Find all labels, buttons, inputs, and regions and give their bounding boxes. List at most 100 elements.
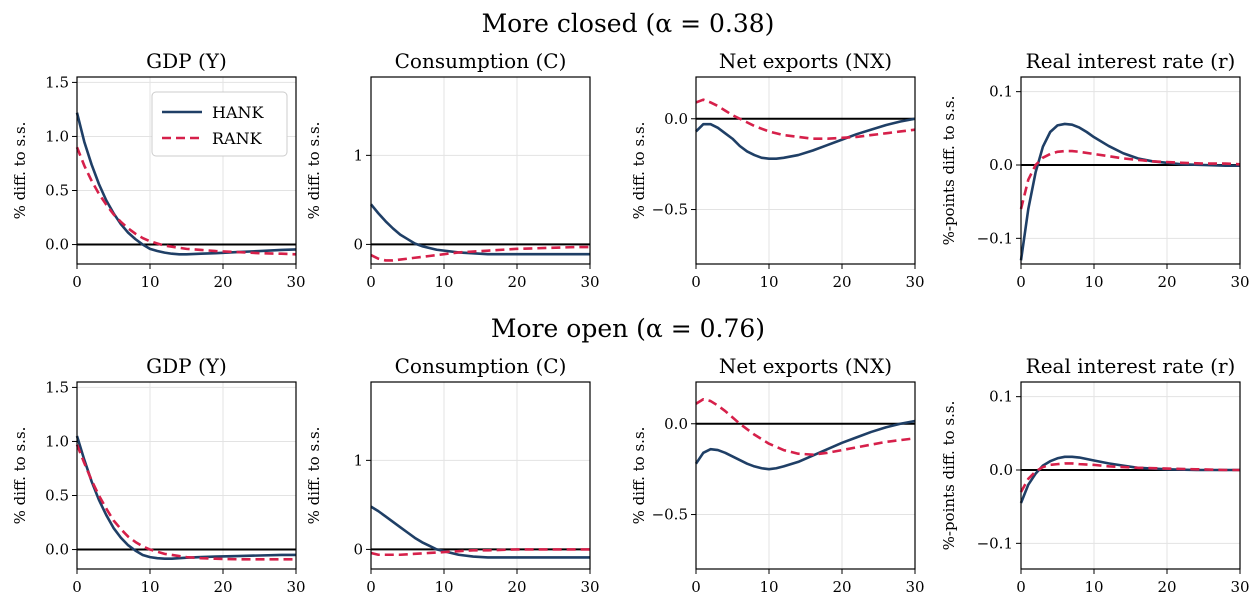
axes-frame — [695, 381, 916, 570]
x-tick-label: 0 — [691, 273, 701, 291]
x-tick-label: 20 — [1157, 273, 1176, 291]
x-tick-label: 10 — [1084, 578, 1103, 596]
y-tick-label: 1.5 — [45, 73, 69, 91]
panel-title: Consumption (C) — [395, 354, 567, 378]
axes-frame — [1020, 76, 1241, 265]
axes-frame — [370, 76, 591, 265]
x-tick-label: 0 — [366, 273, 376, 291]
x-tick-label: 0 — [72, 578, 82, 596]
legend: HANK RANK — [151, 91, 288, 157]
y-tick-label: −0.1 — [977, 534, 1013, 552]
series-line-hank — [694, 419, 916, 471]
axes-frame — [76, 76, 297, 265]
y-tick-label: 0.0 — [45, 541, 69, 559]
axes-frame — [1020, 381, 1241, 570]
x-tick-label: 10 — [140, 578, 159, 596]
legend-label-rank: RANK — [212, 129, 263, 148]
y-tick-label: 1.0 — [45, 432, 69, 450]
y-axis-label: %-points diff. to s.s. — [940, 401, 958, 551]
y-tick-label: 0.1 — [989, 83, 1013, 101]
y-axis-label: % diff. to s.s. — [305, 122, 323, 220]
x-tick-label: 10 — [434, 578, 453, 596]
x-tick-label: 20 — [832, 273, 851, 291]
series-line-hank — [370, 505, 590, 559]
y-tick-label: −0.1 — [977, 229, 1013, 247]
y-axis-label: % diff. to s.s. — [11, 427, 29, 525]
x-tick-label: 20 — [507, 273, 526, 291]
y-tick-label: −0.5 — [652, 506, 688, 524]
y-tick-label: 1 — [353, 451, 363, 469]
y-tick-label: 1 — [353, 146, 363, 164]
x-tick-label: 30 — [1230, 578, 1249, 596]
axes-frame — [695, 76, 916, 265]
x-tick-label: 20 — [1157, 578, 1176, 596]
panel-title: Net exports (NX) — [719, 354, 892, 378]
axes-frame — [370, 381, 591, 570]
panel-title: Net exports (NX) — [719, 49, 892, 73]
series-line-rank — [75, 146, 297, 256]
y-axis-label: %-points diff. to s.s. — [940, 96, 958, 246]
x-tick-label: 0 — [366, 578, 376, 596]
y-tick-label: 0.0 — [989, 156, 1013, 174]
x-tick-label: 30 — [905, 273, 924, 291]
series-line-rank — [695, 397, 916, 456]
x-tick-label: 10 — [1084, 273, 1103, 291]
y-tick-label: 0.0 — [664, 110, 688, 128]
row-title-open: More open (α = 0.76) — [491, 314, 765, 343]
series-line-rank — [1019, 462, 1240, 493]
x-tick-label: 10 — [759, 273, 778, 291]
x-tick-label: 20 — [832, 578, 851, 596]
panel-open-2: 0 10 20 30 0.0 −0.5 Net exports (NX) % diff. to… — [630, 354, 925, 596]
panel-closed-2: 0 10 20 30 0.0 −0.5 Net exports (NX) % diff. to… — [630, 49, 925, 291]
y-axis-label: % diff. to s.s. — [305, 427, 323, 525]
panel-title: GDP (Y) — [146, 354, 227, 378]
series-line-hank — [695, 117, 916, 160]
y-tick-label: 0.0 — [989, 461, 1013, 479]
x-tick-label: 10 — [434, 273, 453, 291]
x-tick-label: 20 — [213, 578, 232, 596]
row-title-closed: More closed (α = 0.38) — [482, 9, 775, 38]
y-tick-label: 0 — [353, 235, 363, 253]
x-tick-label: 20 — [507, 578, 526, 596]
y-tick-label: 1.0 — [45, 127, 69, 145]
series-line-rank — [75, 444, 296, 561]
legend-box — [151, 91, 288, 157]
panel-open-3: 0 10 20 30 0.1 0.0 −0.1 Real interest rate (r)%… — [940, 354, 1250, 596]
x-tick-label: 30 — [1230, 273, 1249, 291]
series-line-rank — [370, 245, 590, 262]
series-line-rank — [370, 548, 590, 557]
x-tick-label: 20 — [213, 273, 232, 291]
legend-label-hank: HANK — [212, 103, 265, 122]
y-tick-label: 0.5 — [45, 181, 69, 199]
series-line-hank — [75, 435, 296, 561]
panel-title: GDP (Y) — [146, 49, 227, 73]
x-tick-label: 30 — [286, 578, 305, 596]
x-tick-label: 10 — [140, 273, 159, 291]
panel-open-1: 0 10 20 30 0 1 Consumption (C) % diff. to s.s. — [305, 354, 600, 596]
panel-title: Real interest rate (r) — [1026, 354, 1236, 378]
series-line-rank — [695, 98, 916, 141]
x-tick-label: 10 — [759, 578, 778, 596]
panel-title: Consumption (C) — [395, 49, 567, 73]
x-tick-label: 0 — [1016, 578, 1026, 596]
y-tick-label: 0 — [353, 540, 363, 558]
y-tick-label: 0.1 — [989, 388, 1013, 406]
axes-frame — [76, 381, 297, 570]
x-tick-label: 30 — [905, 578, 924, 596]
x-tick-label: 30 — [286, 273, 305, 291]
y-tick-label: 0.5 — [45, 486, 69, 504]
panel-title: Real interest rate (r) — [1026, 49, 1236, 73]
series-line-rank — [1019, 149, 1241, 210]
panel-open-0: 0 10 20 30 0.0 0.5 1.0 1.5 GDP (Y) % diff. to s.s… — [11, 354, 306, 596]
y-tick-label: −0.5 — [652, 201, 688, 219]
x-tick-label: 0 — [72, 273, 82, 291]
x-tick-label: 30 — [580, 578, 599, 596]
y-tick-label: 0.0 — [45, 236, 69, 254]
y-axis-label: % diff. to s.s. — [630, 427, 648, 525]
y-axis-label: % diff. to s.s. — [630, 122, 648, 220]
panel-closed-0: 0 10 20 30 0.0 0.5 1.0 1.5 GDP (Y) % diff. to s.s… — [11, 49, 306, 291]
y-tick-label: 1.5 — [45, 378, 69, 396]
panel-closed-3: 0 10 20 30 0.1 0.0 −0.1 Real interest rate (r)%… — [940, 49, 1250, 291]
